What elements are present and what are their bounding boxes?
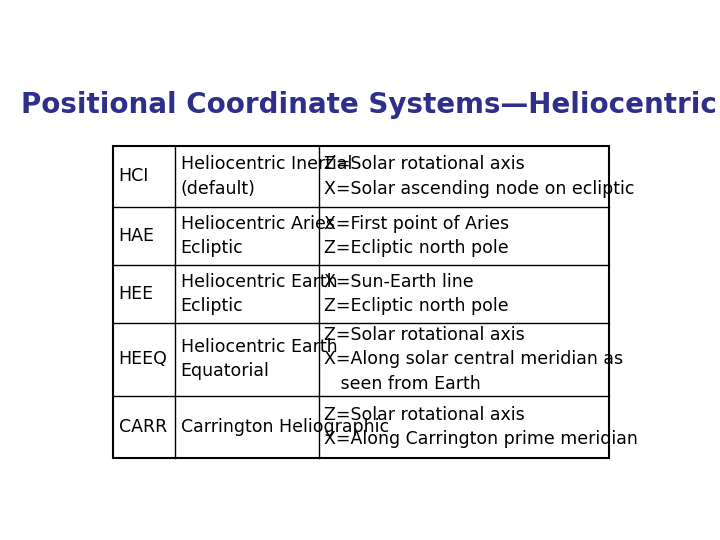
Text: Heliocentric Earth
Ecliptic: Heliocentric Earth Ecliptic [181, 273, 337, 315]
Text: Z=Solar rotational axis
X=Along solar central meridian as
   seen from Earth: Z=Solar rotational axis X=Along solar ce… [324, 326, 624, 393]
Text: Carrington Heliographic: Carrington Heliographic [181, 418, 389, 436]
Text: Heliocentric Aries
Ecliptic: Heliocentric Aries Ecliptic [181, 215, 335, 257]
Text: Heliocentric Inertial
(default): Heliocentric Inertial (default) [181, 156, 352, 198]
Bar [113, 146, 609, 457]
Text: X=First point of Aries
Z=Ecliptic north pole: X=First point of Aries Z=Ecliptic north … [324, 215, 509, 257]
Text: Positional Coordinate Systems—Heliocentric: Positional Coordinate Systems—Heliocentr… [21, 91, 717, 119]
Text: HEE: HEE [119, 285, 154, 303]
Text: HCI: HCI [119, 167, 149, 185]
Text: Z=Solar rotational axis
X=Along Carrington prime meridian: Z=Solar rotational axis X=Along Carringt… [324, 406, 638, 448]
Text: CARR: CARR [119, 418, 167, 436]
Text: Z=Solar rotational axis
X=Solar ascending node on ecliptic: Z=Solar rotational axis X=Solar ascendin… [324, 156, 634, 198]
Text: Heliocentric Earth
Equatorial: Heliocentric Earth Equatorial [181, 338, 337, 381]
Text: HAE: HAE [119, 227, 155, 245]
Text: X=Sun-Earth line
Z=Ecliptic north pole: X=Sun-Earth line Z=Ecliptic north pole [324, 273, 508, 315]
Text: HEEQ: HEEQ [119, 350, 168, 368]
